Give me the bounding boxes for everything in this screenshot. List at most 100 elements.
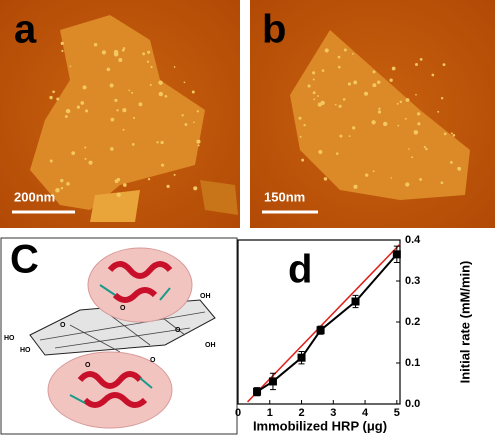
texture-dot bbox=[114, 179, 119, 184]
texture-dot bbox=[196, 110, 199, 113]
texture-dot bbox=[417, 122, 421, 126]
texture-dot bbox=[321, 69, 325, 72]
texture-dot bbox=[303, 123, 306, 127]
texture-dot bbox=[123, 183, 127, 187]
texture-dot bbox=[52, 90, 55, 94]
texture-dot bbox=[156, 141, 159, 144]
texture-dot bbox=[80, 101, 85, 105]
texture-dot bbox=[49, 159, 53, 163]
texture-dot bbox=[122, 128, 125, 131]
atom-label: HO bbox=[4, 335, 15, 342]
texture-dot bbox=[396, 102, 399, 105]
x-tick-label: 2 bbox=[298, 407, 304, 419]
texture-dot bbox=[372, 83, 377, 88]
texture-dot bbox=[71, 151, 76, 155]
y-axis-label: Initial rate (mM/min) bbox=[457, 261, 472, 384]
panel-label: b bbox=[262, 8, 286, 52]
texture-dot bbox=[161, 163, 165, 167]
texture-dot bbox=[193, 186, 198, 191]
texture-dot bbox=[371, 120, 376, 125]
texture-dot bbox=[342, 98, 346, 101]
texture-dot bbox=[352, 126, 356, 130]
y-tick-label: 0.1 bbox=[405, 357, 420, 369]
texture-dot bbox=[382, 121, 388, 127]
texture-dot bbox=[122, 47, 126, 50]
atom-label: O bbox=[150, 357, 156, 364]
texture-dot bbox=[65, 108, 71, 114]
texture-dot bbox=[138, 102, 143, 107]
texture-dot bbox=[193, 121, 195, 124]
texture-dot bbox=[411, 156, 414, 159]
texture-dot bbox=[150, 65, 153, 69]
texture-dot bbox=[299, 135, 302, 138]
texture-dot bbox=[149, 83, 152, 86]
texture-dot bbox=[146, 60, 150, 63]
texture-dot bbox=[60, 178, 64, 183]
x-tick-label: 1 bbox=[267, 407, 273, 419]
texture-dot bbox=[405, 182, 410, 187]
texture-dot bbox=[116, 192, 121, 197]
texture-dot bbox=[114, 98, 118, 102]
texture-dot bbox=[88, 160, 93, 165]
texture-dot bbox=[417, 112, 421, 116]
texture-dot bbox=[197, 144, 200, 147]
texture-dot bbox=[339, 134, 343, 138]
texture-dot bbox=[353, 184, 358, 189]
texture-dot bbox=[334, 103, 337, 106]
texture-dot bbox=[442, 63, 446, 67]
scale-bar-label: 200nm bbox=[14, 189, 55, 204]
y-tick-label: 0.0 bbox=[405, 398, 420, 410]
texture-dot bbox=[184, 123, 188, 126]
texture-dot bbox=[389, 78, 393, 82]
texture-dot bbox=[353, 80, 358, 85]
texture-dot bbox=[320, 100, 325, 106]
texture-dot bbox=[440, 181, 444, 185]
texture-dot bbox=[131, 142, 135, 146]
texture-dot bbox=[147, 50, 151, 54]
texture-dot bbox=[324, 48, 329, 53]
texture-dot bbox=[66, 182, 70, 186]
texture-dot bbox=[408, 148, 410, 150]
texture-dot bbox=[113, 49, 119, 55]
texture-dot bbox=[391, 66, 396, 71]
y-tick-label: 0.2 bbox=[405, 316, 420, 328]
texture-dot bbox=[348, 135, 351, 138]
y-tick-label: 0.4 bbox=[405, 234, 421, 246]
atom-label: OH bbox=[205, 342, 216, 349]
texture-dot bbox=[55, 188, 60, 193]
texture-dot bbox=[337, 65, 341, 69]
texture-dot bbox=[173, 66, 176, 68]
texture-dot bbox=[131, 91, 134, 94]
texture-dot bbox=[121, 48, 125, 52]
chart-d: d Immobilized HRP (μg) Initial rate (mM/… bbox=[235, 234, 473, 434]
texture-dot bbox=[335, 152, 339, 155]
x-tick-label: 3 bbox=[330, 407, 336, 419]
texture-dot bbox=[106, 67, 111, 72]
texture-dot bbox=[312, 91, 316, 95]
x-tick-label: 4 bbox=[362, 407, 369, 419]
y-tick-label: 0.3 bbox=[405, 275, 420, 287]
texture-dot bbox=[437, 110, 440, 113]
texture-dot bbox=[142, 52, 146, 56]
atom-label: O bbox=[175, 327, 181, 334]
texture-dot bbox=[118, 58, 123, 63]
panel-label: a bbox=[14, 8, 37, 52]
texture-dot bbox=[64, 115, 68, 118]
texture-dot bbox=[60, 41, 64, 45]
texture-dot bbox=[317, 94, 319, 97]
texture-dot bbox=[110, 147, 114, 151]
texture-dot bbox=[158, 80, 163, 85]
texture-dot bbox=[109, 83, 114, 88]
texture-dot bbox=[425, 147, 428, 151]
texture-dot bbox=[110, 117, 115, 122]
texture-dot bbox=[76, 105, 80, 109]
texture-dot bbox=[181, 114, 184, 117]
afm-image-a: a 200nm bbox=[0, 0, 240, 228]
texture-dot bbox=[61, 49, 64, 53]
texture-dot bbox=[160, 140, 164, 145]
texture-dot bbox=[147, 177, 151, 181]
texture-dot bbox=[415, 93, 417, 96]
texture-dot bbox=[128, 89, 130, 92]
atom-label: O bbox=[60, 322, 66, 329]
